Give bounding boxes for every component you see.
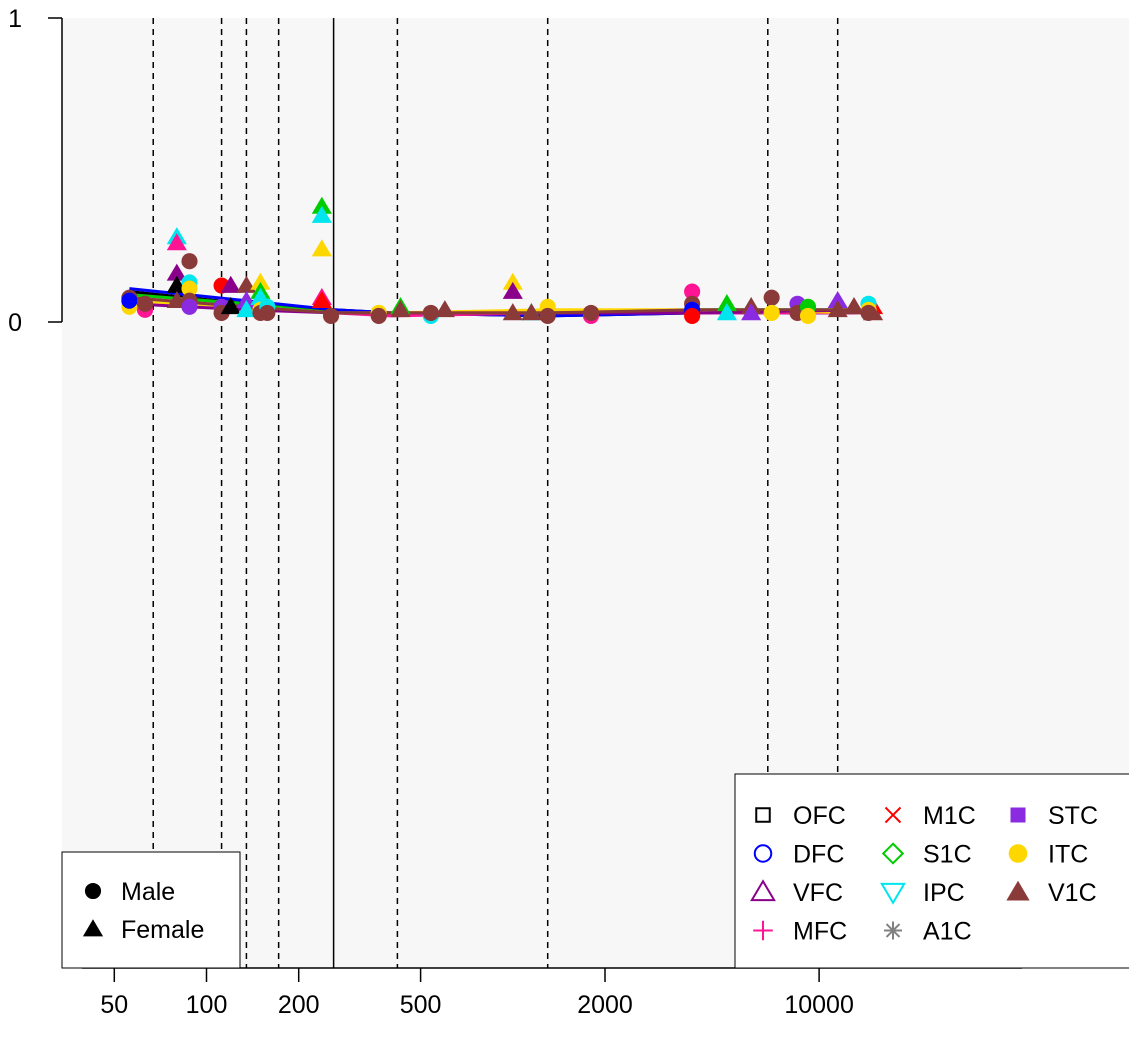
legend-marker-mfc	[753, 920, 773, 941]
legend-marker-itc	[1008, 844, 1028, 863]
legend-marker-ofc	[755, 807, 771, 823]
legend-marker-m1c	[884, 806, 902, 824]
data-point	[763, 289, 780, 306]
data-point	[322, 307, 340, 324]
legend-marker-vfc	[750, 879, 776, 902]
x-tick-label: 10000	[784, 991, 854, 1019]
legend-label-dfc: DFC	[793, 841, 844, 869]
data-point	[582, 304, 600, 321]
x-tick-label: 100	[186, 991, 228, 1019]
x-axis-ticks: 50 100 200 500 2000 10000	[100, 968, 854, 1019]
legend-marker-ipc	[880, 882, 906, 905]
legend-label-itc: ITC	[1048, 841, 1088, 869]
data-point	[181, 280, 198, 297]
legend-label-ipc: IPC	[923, 879, 965, 907]
data-point	[827, 290, 848, 309]
data-point	[250, 272, 271, 290]
x-tick-label: 200	[278, 991, 320, 1019]
x-tick-label: 2000	[577, 991, 633, 1019]
legend-label-a1c: A1C	[923, 918, 972, 946]
data-point	[539, 307, 556, 324]
data-point	[166, 290, 187, 309]
data-point	[741, 303, 762, 321]
x-tick-label: 50	[100, 991, 128, 1019]
legend-label-stc: STC	[1048, 802, 1098, 830]
data-point	[121, 292, 138, 309]
data-point	[684, 307, 701, 324]
y-axis-ticks: 01	[8, 5, 62, 337]
data-point	[136, 295, 154, 312]
data-point	[390, 300, 411, 318]
data-point	[311, 196, 332, 214]
data-point	[311, 205, 332, 223]
legend-label-mfc: MFC	[793, 918, 847, 946]
legend-marker-dfc	[753, 844, 773, 863]
data-point	[181, 253, 198, 270]
data-point	[799, 307, 817, 324]
data-point	[843, 297, 865, 315]
legend-label-female: Female	[121, 916, 204, 944]
data-point	[259, 304, 276, 321]
data-point	[684, 283, 701, 300]
data-point	[220, 275, 241, 293]
data-point	[370, 307, 387, 324]
data-point	[860, 304, 877, 321]
data-point	[422, 304, 439, 321]
reference-lines	[152, 18, 839, 968]
legend-label-v1c: V1C	[1048, 879, 1097, 907]
x-tick-label: 500	[400, 991, 442, 1019]
data-point	[502, 303, 523, 321]
legend-marker-s1c	[881, 842, 905, 865]
data-point	[181, 298, 198, 315]
data-points	[121, 196, 884, 324]
data-point	[827, 300, 848, 318]
data-point	[220, 297, 241, 315]
data-point	[716, 294, 737, 312]
data-point	[236, 300, 257, 318]
data-point	[716, 303, 737, 321]
data-point	[763, 304, 780, 321]
legend-marker-male	[84, 882, 102, 900]
data-point	[311, 290, 332, 309]
sex-legend-box	[61, 851, 241, 969]
legend-label-male: Male	[121, 878, 175, 906]
data-point	[502, 272, 523, 290]
y-tick-label: 1	[8, 5, 22, 33]
legend-marker-v1c	[1006, 880, 1030, 901]
data-point	[311, 239, 332, 257]
data-point	[166, 233, 187, 251]
data-point	[521, 303, 542, 321]
region-legend: OFC DFC VFC MFC M1C S1C IPC A1C STC ITC V1C	[734, 773, 1129, 969]
legend-marker-female	[82, 919, 104, 937]
legend-marker-a1c	[884, 921, 902, 940]
legend-label-vfc: VFC	[793, 879, 843, 907]
legend-label-ofc: OFC	[793, 802, 846, 830]
y-tick-label: 0	[8, 309, 22, 337]
legend-marker-stc	[1010, 807, 1026, 823]
legend-label-s1c: S1C	[923, 841, 972, 869]
region-legend-box	[734, 773, 1129, 969]
data-point	[502, 281, 523, 299]
sex-legend: Male Female	[61, 851, 241, 969]
data-point	[434, 300, 455, 318]
legend-label-m1c: M1C	[923, 802, 976, 830]
data-point	[166, 263, 187, 281]
